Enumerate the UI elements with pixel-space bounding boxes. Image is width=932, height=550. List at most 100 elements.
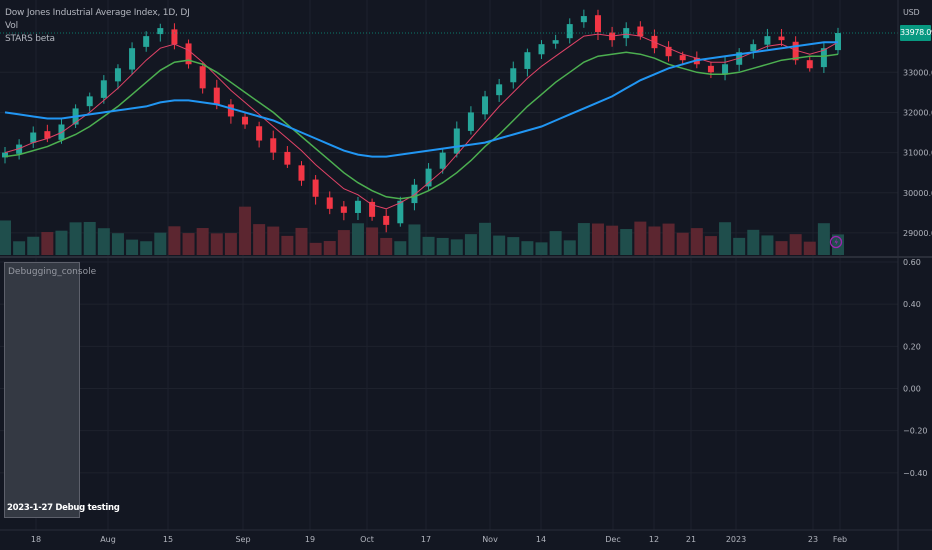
candle-body[interactable] — [482, 96, 489, 115]
time-tick-label: Dec — [605, 535, 620, 544]
candle-body[interactable] — [44, 131, 51, 139]
candle-body[interactable] — [580, 16, 587, 23]
volume-bar — [224, 233, 237, 255]
candle-body[interactable] — [496, 84, 503, 96]
alert-icon[interactable] — [829, 235, 843, 249]
candle-body[interactable] — [171, 29, 178, 45]
time-tick-label: 17 — [421, 535, 431, 544]
symbol-title[interactable]: Dow Jones Industrial Average Index, 1D, … — [5, 8, 190, 18]
candle-body[interactable] — [270, 138, 277, 153]
candle-body[interactable] — [326, 197, 333, 209]
candle-body[interactable] — [30, 132, 37, 143]
candle-body[interactable] — [679, 55, 686, 61]
volume-bar — [351, 223, 364, 255]
candle-body[interactable] — [764, 36, 771, 45]
volume-bar — [27, 236, 40, 255]
candle-body[interactable] — [820, 48, 827, 68]
candle-body[interactable] — [722, 64, 729, 75]
candle-body[interactable] — [298, 165, 305, 181]
candle-body[interactable] — [256, 126, 263, 141]
candle-body[interactable] — [425, 168, 432, 187]
candle-body[interactable] — [86, 96, 93, 107]
candle-body[interactable] — [354, 200, 361, 213]
volume-bar — [549, 231, 562, 255]
candle-body[interactable] — [467, 112, 474, 131]
volume-bar — [13, 241, 26, 255]
volume-bar — [366, 227, 379, 255]
volume-legend[interactable]: Vol — [5, 21, 18, 31]
pane-tick-label: 0.20 — [903, 342, 921, 351]
candle-body[interactable] — [340, 206, 347, 213]
time-tick-label: 21 — [686, 535, 696, 544]
volume-bar — [464, 234, 477, 255]
candle-body[interactable] — [510, 68, 517, 83]
volume-bar — [295, 227, 308, 255]
time-tick-label: 12 — [649, 535, 659, 544]
candle-body[interactable] — [623, 28, 630, 39]
candle-body[interactable] — [538, 44, 545, 55]
time-tick-label: 15 — [163, 535, 173, 544]
time-axis[interactable]: 18 Aug 15 Sep 19 Oct 17 Nov 14 Dec 12 21 2023 23 Feb — [31, 535, 847, 544]
candle-body[interactable] — [552, 40, 559, 44]
volume-bar — [111, 233, 124, 255]
volume-bar — [267, 226, 280, 255]
volume-bar — [196, 228, 209, 255]
volume-bar — [323, 241, 336, 255]
price-tick-label: 32000.00 — [903, 108, 932, 117]
currency-label: USD — [903, 8, 920, 17]
candle-body[interactable] — [453, 128, 460, 154]
volume-bar — [210, 233, 223, 255]
volume-bar — [309, 242, 322, 255]
indicator-legend[interactable]: STARS beta — [5, 34, 55, 44]
candle-body[interactable] — [806, 60, 813, 69]
volume-bar — [337, 230, 350, 255]
time-tick-label: Sep — [235, 535, 250, 544]
volume-bar — [140, 241, 153, 255]
debug-console-message: 2023-1-27 Debug testing — [7, 503, 120, 513]
candle-body[interactable] — [185, 43, 192, 65]
candle-body[interactable] — [369, 201, 376, 217]
candle-body[interactable] — [524, 52, 531, 69]
candle-body[interactable] — [157, 28, 164, 35]
volume-bar — [69, 222, 82, 255]
pane-axis[interactable]: 0.60 0.40 0.20 0.00 −0.20 −0.40 — [903, 258, 928, 478]
volume-bar — [606, 225, 619, 255]
candle-body[interactable] — [199, 66, 206, 89]
candle-body[interactable] — [284, 151, 291, 165]
candle-body[interactable] — [2, 152, 8, 158]
candle-body[interactable] — [242, 116, 249, 125]
last-price-badge: 33978.09 — [900, 25, 932, 41]
slow-ma-line — [4, 41, 838, 158]
candle-body[interactable] — [411, 184, 418, 204]
price-tick-label: 30000.00 — [903, 189, 932, 198]
candle-body[interactable] — [383, 215, 390, 225]
candle-body[interactable] — [707, 65, 714, 73]
volume-bar — [507, 237, 520, 255]
volume-bar — [239, 206, 252, 255]
volume-bar — [83, 221, 96, 255]
volume-bar — [719, 222, 732, 255]
price-axis[interactable]: 33000.00 32000.00 31000.00 30000.00 29000.00 — [903, 68, 932, 238]
pane-tick-label: 0.60 — [903, 258, 921, 267]
candle-body[interactable] — [778, 36, 785, 41]
candle-body[interactable] — [129, 48, 136, 70]
candle-body[interactable] — [114, 68, 121, 82]
volume-bar — [563, 240, 576, 255]
candle-body[interactable] — [100, 80, 107, 98]
candle-body[interactable] — [566, 24, 573, 39]
candle-body[interactable] — [227, 104, 234, 117]
volume-bar — [662, 223, 675, 255]
candle-body[interactable] — [397, 200, 404, 224]
candle-body[interactable] — [594, 15, 601, 33]
candle-body[interactable] — [665, 46, 672, 57]
candle-body[interactable] — [312, 179, 319, 197]
candle-body[interactable] — [143, 36, 150, 47]
volume-bar — [126, 239, 139, 255]
candle-body[interactable] — [792, 41, 799, 61]
candle-body[interactable] — [213, 87, 220, 105]
candle-body[interactable] — [750, 44, 757, 52]
candle-body[interactable] — [637, 26, 644, 37]
candle-body[interactable] — [16, 144, 23, 154]
candle-body[interactable] — [439, 152, 446, 169]
